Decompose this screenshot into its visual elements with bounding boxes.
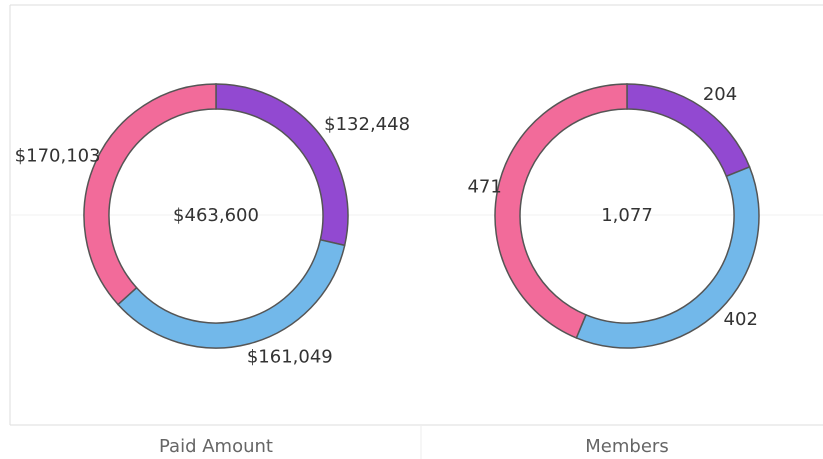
donut-segment <box>494 83 628 339</box>
value-label: 402 <box>724 309 758 330</box>
value-label: 471 <box>467 176 501 197</box>
center-label: 1,077 <box>601 205 653 226</box>
value-label: $161,049 <box>247 346 333 367</box>
value-label: $132,448 <box>324 114 410 135</box>
value-label: $170,103 <box>15 146 101 167</box>
donut-segment <box>116 238 346 349</box>
center-label: $463,600 <box>173 205 259 226</box>
value-label: 204 <box>703 84 737 105</box>
donut-segment <box>83 83 217 306</box>
chart-title: Members <box>585 436 668 457</box>
chart-title: Paid Amount <box>159 436 273 457</box>
